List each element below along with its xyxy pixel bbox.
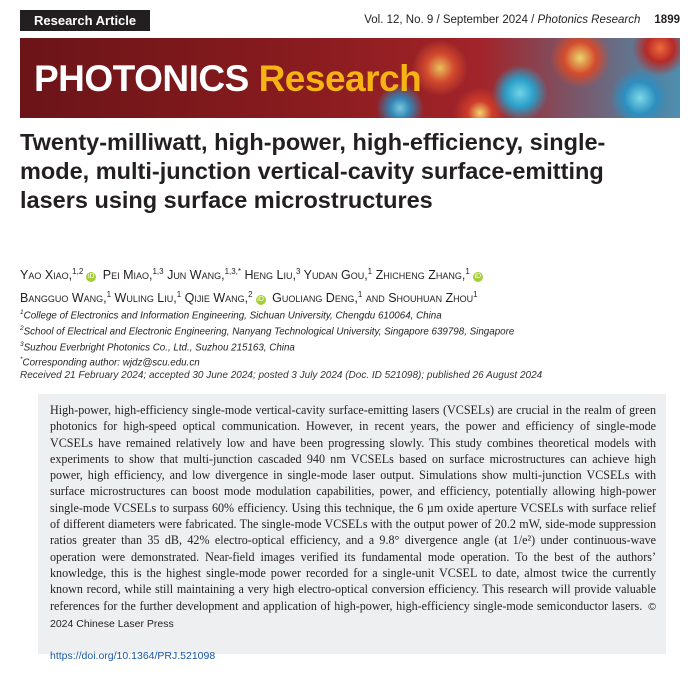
journal-name: Photonics Research	[537, 14, 641, 26]
affiliation-text: School of Electrical and Electronic Engi…	[23, 326, 515, 338]
author-name: Yao Xiao,	[20, 268, 73, 283]
journal-banner: PHOTONICS Research	[20, 38, 680, 118]
author-affiliation-mark: 1,2	[72, 267, 84, 276]
author: Heng Liu,3	[244, 267, 301, 283]
author-affiliation-mark: 1,3,*	[224, 267, 242, 276]
abstract-text: High-power, high-efficiency single-mode …	[50, 403, 656, 613]
author-name: Qijie Wang,	[184, 291, 249, 306]
affiliations: 1College of Electronics and Information …	[20, 307, 514, 370]
doi-link[interactable]: https://doi.org/10.1364/PRJ.521098	[50, 650, 216, 662]
author-name: Zhicheng Zhang,	[375, 268, 466, 283]
author: Qijie Wang,2iD	[184, 290, 269, 306]
author: Zhicheng Zhang,1iD	[375, 267, 486, 283]
author-name: Yudan Gou,	[303, 268, 368, 283]
logo-word: Research	[258, 58, 422, 99]
author: Jun Wang,1,3,*	[167, 267, 242, 283]
author: Pei Miao,1,3	[102, 267, 164, 283]
citation-text: Vol. 12, No. 9 / September 2024 /	[364, 14, 538, 26]
author: and Shouhuan Zhou1	[365, 290, 478, 306]
copyright: © 2024 Chinese Laser Press	[50, 600, 656, 630]
author-affiliation-mark: 1	[357, 290, 363, 300]
author-affiliation-mark: 1	[176, 290, 182, 300]
author-affiliation-mark: 1	[106, 290, 112, 300]
citation: Vol. 12, No. 9 / September 2024 / Photon…	[364, 14, 680, 26]
affiliation: 3Suzhou Everbright Photonics Co., Ltd., …	[20, 339, 514, 355]
author-affiliation-mark: 2	[248, 290, 253, 300]
author-name: Wuling Liu,	[114, 291, 177, 306]
orcid-icon: iD	[86, 272, 97, 283]
orcid-icon: iD	[255, 295, 266, 306]
affiliation-mark: 3	[20, 340, 24, 348]
affiliation-text: College of Electronics and Information E…	[23, 310, 442, 322]
author: Yudan Gou,1	[303, 267, 373, 283]
author-affiliation-mark: 3	[295, 267, 301, 276]
orcid-icon: iD	[472, 272, 483, 283]
affiliation-mark: 2	[20, 324, 24, 332]
history: Received 21 February 2024; accepted 30 J…	[20, 370, 543, 381]
author: Yao Xiao,1,2iD	[20, 267, 99, 283]
affiliation-text: Suzhou Everbright Photonics Co., Ltd., S…	[23, 341, 295, 353]
author-affiliation-mark: 1	[465, 267, 470, 276]
author-name: and Shouhuan Zhou	[365, 291, 474, 306]
abstract: High-power, high-efficiency single-mode …	[38, 394, 666, 654]
article-title: Twenty-milliwatt, high-power, high-effic…	[20, 129, 606, 213]
affiliation-mark: *	[20, 356, 23, 364]
author-affiliation-mark: 1	[473, 290, 478, 300]
affiliation: 2School of Electrical and Electronic Eng…	[20, 323, 514, 339]
affiliation: 1College of Electronics and Information …	[20, 307, 514, 323]
author-name: Guoliang Deng,	[272, 291, 358, 306]
affiliation: *Corresponding author: wjdz@scu.edu.cn	[20, 354, 514, 370]
author-name: Pei Miao,	[102, 268, 153, 283]
author: Guoliang Deng,1	[272, 290, 363, 306]
affiliation-mark: 1	[20, 309, 24, 316]
author-affiliation-mark: 1	[367, 267, 373, 276]
author: Wuling Liu,1	[114, 290, 182, 306]
article-type: Research Article	[20, 10, 151, 31]
author-name: Bangguo Wang,	[20, 291, 107, 306]
author-list: Yao Xiao,1,2iD Pei Miao,1,3 Jun Wang,1,3…	[20, 262, 660, 308]
author-affiliation-mark: 1,3	[152, 267, 164, 276]
affiliation-text: Corresponding author: wjdz@scu.edu.cn	[22, 357, 200, 369]
author-name: Heng Liu,	[244, 268, 296, 283]
header-bar: Research Article Vol. 12, No. 9 / Septem…	[20, 10, 680, 32]
author-name: Jun Wang,	[167, 268, 225, 283]
page-number: 1899	[654, 14, 680, 26]
author: Bangguo Wang,1	[20, 290, 112, 306]
journal-logo: PHOTONICS Research	[34, 58, 422, 100]
logo-word: PHOTONICS	[34, 58, 249, 99]
